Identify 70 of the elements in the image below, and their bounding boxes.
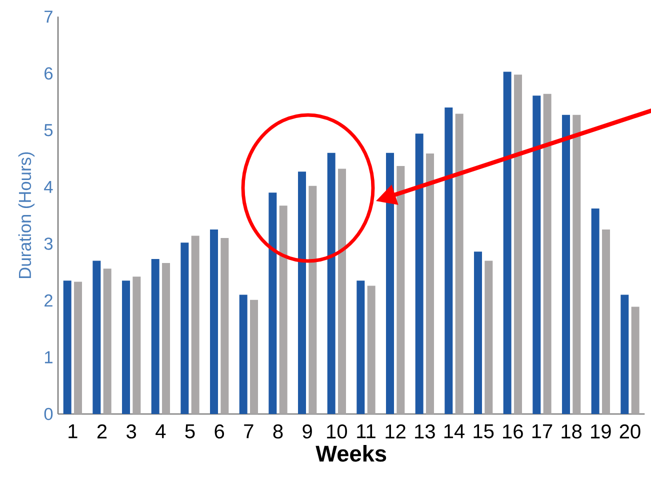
x-tick-label: 11 [357,424,376,438]
bar [210,230,218,414]
x-tick-label: 5 [185,424,195,438]
bar [532,96,541,414]
x-tick-label: 3 [126,424,136,439]
bar [338,168,346,414]
bar [132,276,141,414]
y-axis-title: Duration (Hours) [18,152,35,278]
bar [631,306,640,414]
x-tick-label: 8 [273,424,283,439]
y-tick-label: 7 [44,10,52,23]
y-tick-label: 2 [44,294,52,307]
x-tick-label: 20 [620,424,640,439]
bar [455,114,464,414]
bar [591,208,600,414]
y-tick-label: 1 [44,351,52,364]
bar [484,260,493,414]
bar [396,166,405,414]
bar [562,114,570,414]
bar [602,230,610,414]
bar [474,252,482,414]
bar [103,268,112,414]
x-tick-label: 18 [562,424,582,439]
bar [268,192,277,414]
x-tick-label: 16 [503,424,523,439]
bar [367,286,376,414]
x-tick-label: 10 [327,424,347,439]
bar [327,152,336,414]
bar [220,238,229,414]
bar [298,172,306,414]
bar [162,263,170,414]
bar [514,74,522,414]
x-tick-label: 1 [68,424,78,438]
bar [620,294,629,414]
bar [63,280,72,414]
bar [572,114,581,414]
x-tick-label: 17 [532,424,552,438]
y-tick-label: 0 [44,408,53,420]
bar [191,236,200,414]
bar [415,134,424,414]
x-axis-title: Weeks [316,445,386,462]
bar [543,94,552,414]
bar [74,282,82,414]
bar [503,72,512,414]
bar [250,300,258,414]
x-tick-label: 2 [97,424,107,438]
x-tick-label: 6 [214,424,224,439]
bar [239,294,248,414]
x-tick-label: 15 [474,424,494,438]
bar [426,153,434,414]
bar [92,260,101,414]
bar [122,280,130,414]
x-tick-label: 12 [386,424,406,438]
bar [308,186,317,414]
x-tick-label: 4 [156,424,166,438]
x-tick-label: 19 [591,424,611,439]
x-tick-label: 14 [444,424,465,438]
bar [279,206,288,414]
x-tick-label: 7 [244,424,254,438]
bar [386,152,394,414]
y-tick-label: 6 [44,67,53,80]
y-tick-label: 4 [44,180,53,193]
bar [444,107,453,414]
bar [356,280,365,414]
y-tick-label: 3 [44,238,53,250]
y-tick-label: 5 [44,124,53,136]
bar [180,242,189,414]
x-tick-label: 13 [415,424,435,439]
x-tick-label: 9 [302,424,312,439]
bar [151,259,160,414]
